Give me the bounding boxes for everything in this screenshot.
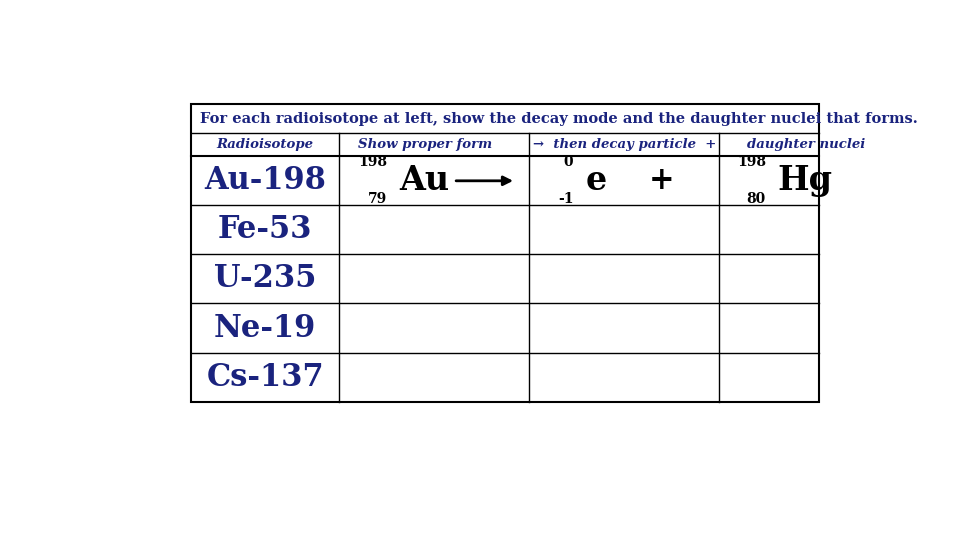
Text: daughter nuclei: daughter nuclei (747, 138, 866, 151)
FancyBboxPatch shape (191, 104, 820, 402)
Text: +: + (649, 165, 675, 197)
Text: Fe-53: Fe-53 (218, 214, 312, 245)
Text: Hg: Hg (778, 164, 833, 197)
Text: →  then decay particle  +: → then decay particle + (533, 138, 716, 151)
Text: 0: 0 (564, 155, 573, 169)
Text: -1: -1 (558, 192, 573, 206)
Text: Au: Au (399, 164, 449, 197)
Text: U-235: U-235 (214, 264, 316, 294)
Text: Radioisotope: Radioisotope (217, 138, 314, 151)
Text: 80: 80 (747, 192, 766, 206)
Text: Ne-19: Ne-19 (214, 313, 316, 343)
Text: 198: 198 (737, 155, 766, 169)
Text: 79: 79 (369, 192, 388, 206)
Text: Au-198: Au-198 (204, 165, 326, 197)
Text: Cs-137: Cs-137 (206, 362, 324, 393)
Text: e: e (586, 164, 607, 197)
Text: For each radioisotope at left, show the decay mode and the daughter nuclei that : For each radioisotope at left, show the … (200, 112, 918, 126)
Text: Show proper form: Show proper form (358, 138, 492, 151)
Text: 198: 198 (358, 155, 388, 169)
